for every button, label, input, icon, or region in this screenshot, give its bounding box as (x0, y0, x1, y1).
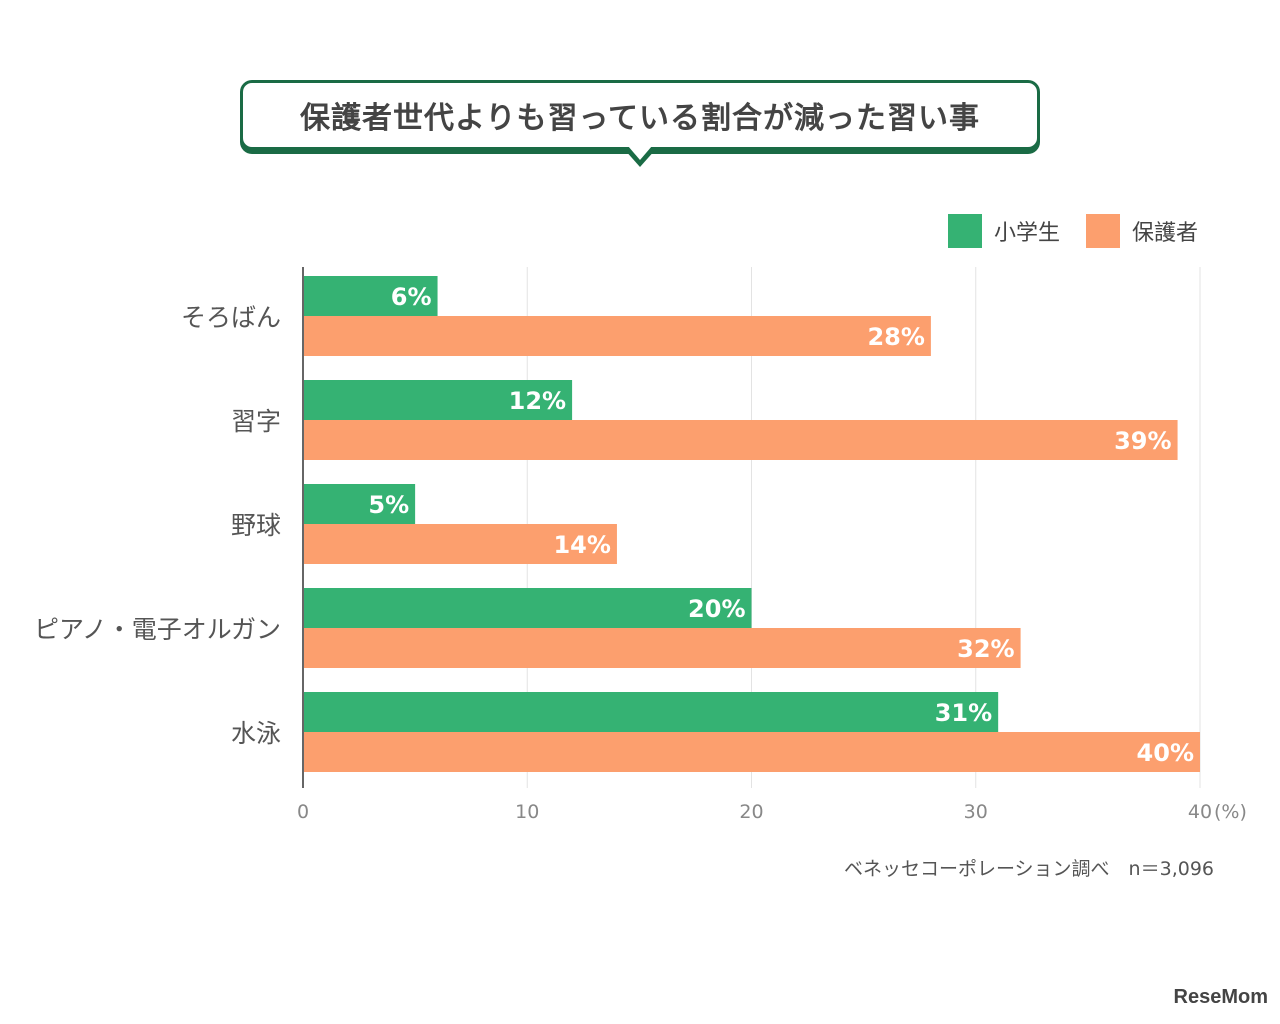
legend-label-parents: 保護者 (1131, 221, 1198, 246)
data-label-parents-2: 14% (553, 531, 610, 559)
legend-item-parents: 保護者 (1085, 214, 1198, 248)
bar-parents-4 (303, 732, 1200, 772)
bar-parents-3 (303, 628, 1021, 668)
bar-students-1 (303, 380, 573, 420)
data-label-students-3: 20% (688, 595, 745, 623)
callout-pointer-icon (624, 146, 656, 167)
data-label-students-4: 31% (935, 699, 992, 727)
bar-parents-2 (303, 524, 617, 564)
data-label-students-1: 12% (509, 387, 566, 415)
bar-parents-1 (303, 420, 1178, 460)
x-tick-label-0: 0 (297, 801, 309, 823)
bar-students-0 (303, 276, 438, 316)
category-label-4: 水泳 (231, 719, 281, 748)
category-label-2: 野球 (231, 511, 281, 540)
source-note: ベネッセコーポレーション調べ n＝3,096 (843, 858, 1214, 880)
bar-parents-0 (303, 316, 931, 356)
data-label-students-2: 5% (368, 491, 409, 519)
bar-students-3 (303, 588, 752, 628)
x-tick-label-40: 40 (1188, 801, 1212, 823)
legend-label-students: 小学生 (993, 221, 1060, 246)
x-tick-label-20: 20 (739, 801, 763, 823)
data-label-parents-1: 39% (1114, 427, 1171, 455)
legend-swatch-students (947, 214, 982, 248)
x-tick-label-10: 10 (515, 801, 539, 823)
bar-students-2 (303, 484, 416, 524)
data-label-parents-4: 40% (1137, 739, 1194, 767)
category-label-1: 習字 (231, 407, 281, 436)
category-label-0: そろばん (181, 303, 281, 332)
category-label-3: ピアノ・電子オルガン (34, 615, 281, 644)
resemom-logo: ReseMom (1173, 986, 1268, 1008)
data-label-students-0: 6% (391, 283, 432, 311)
legend-item-students: 小学生 (947, 214, 1060, 248)
x-tick-label-30: 30 (964, 801, 988, 823)
legend-swatch-parents (1085, 214, 1120, 248)
chart-title-callout: 保護者世代よりも習っている割合が減った習い事 (240, 80, 1040, 168)
bar-students-4 (303, 692, 999, 732)
data-label-parents-3: 32% (957, 635, 1014, 663)
x-axis-unit: (%) (1214, 801, 1247, 823)
data-label-parents-0: 28% (867, 323, 924, 351)
chart-legend: 小学生 保護者 (922, 214, 1198, 248)
chart-title: 保護者世代よりも習っている割合が減った習い事 (240, 80, 1040, 150)
